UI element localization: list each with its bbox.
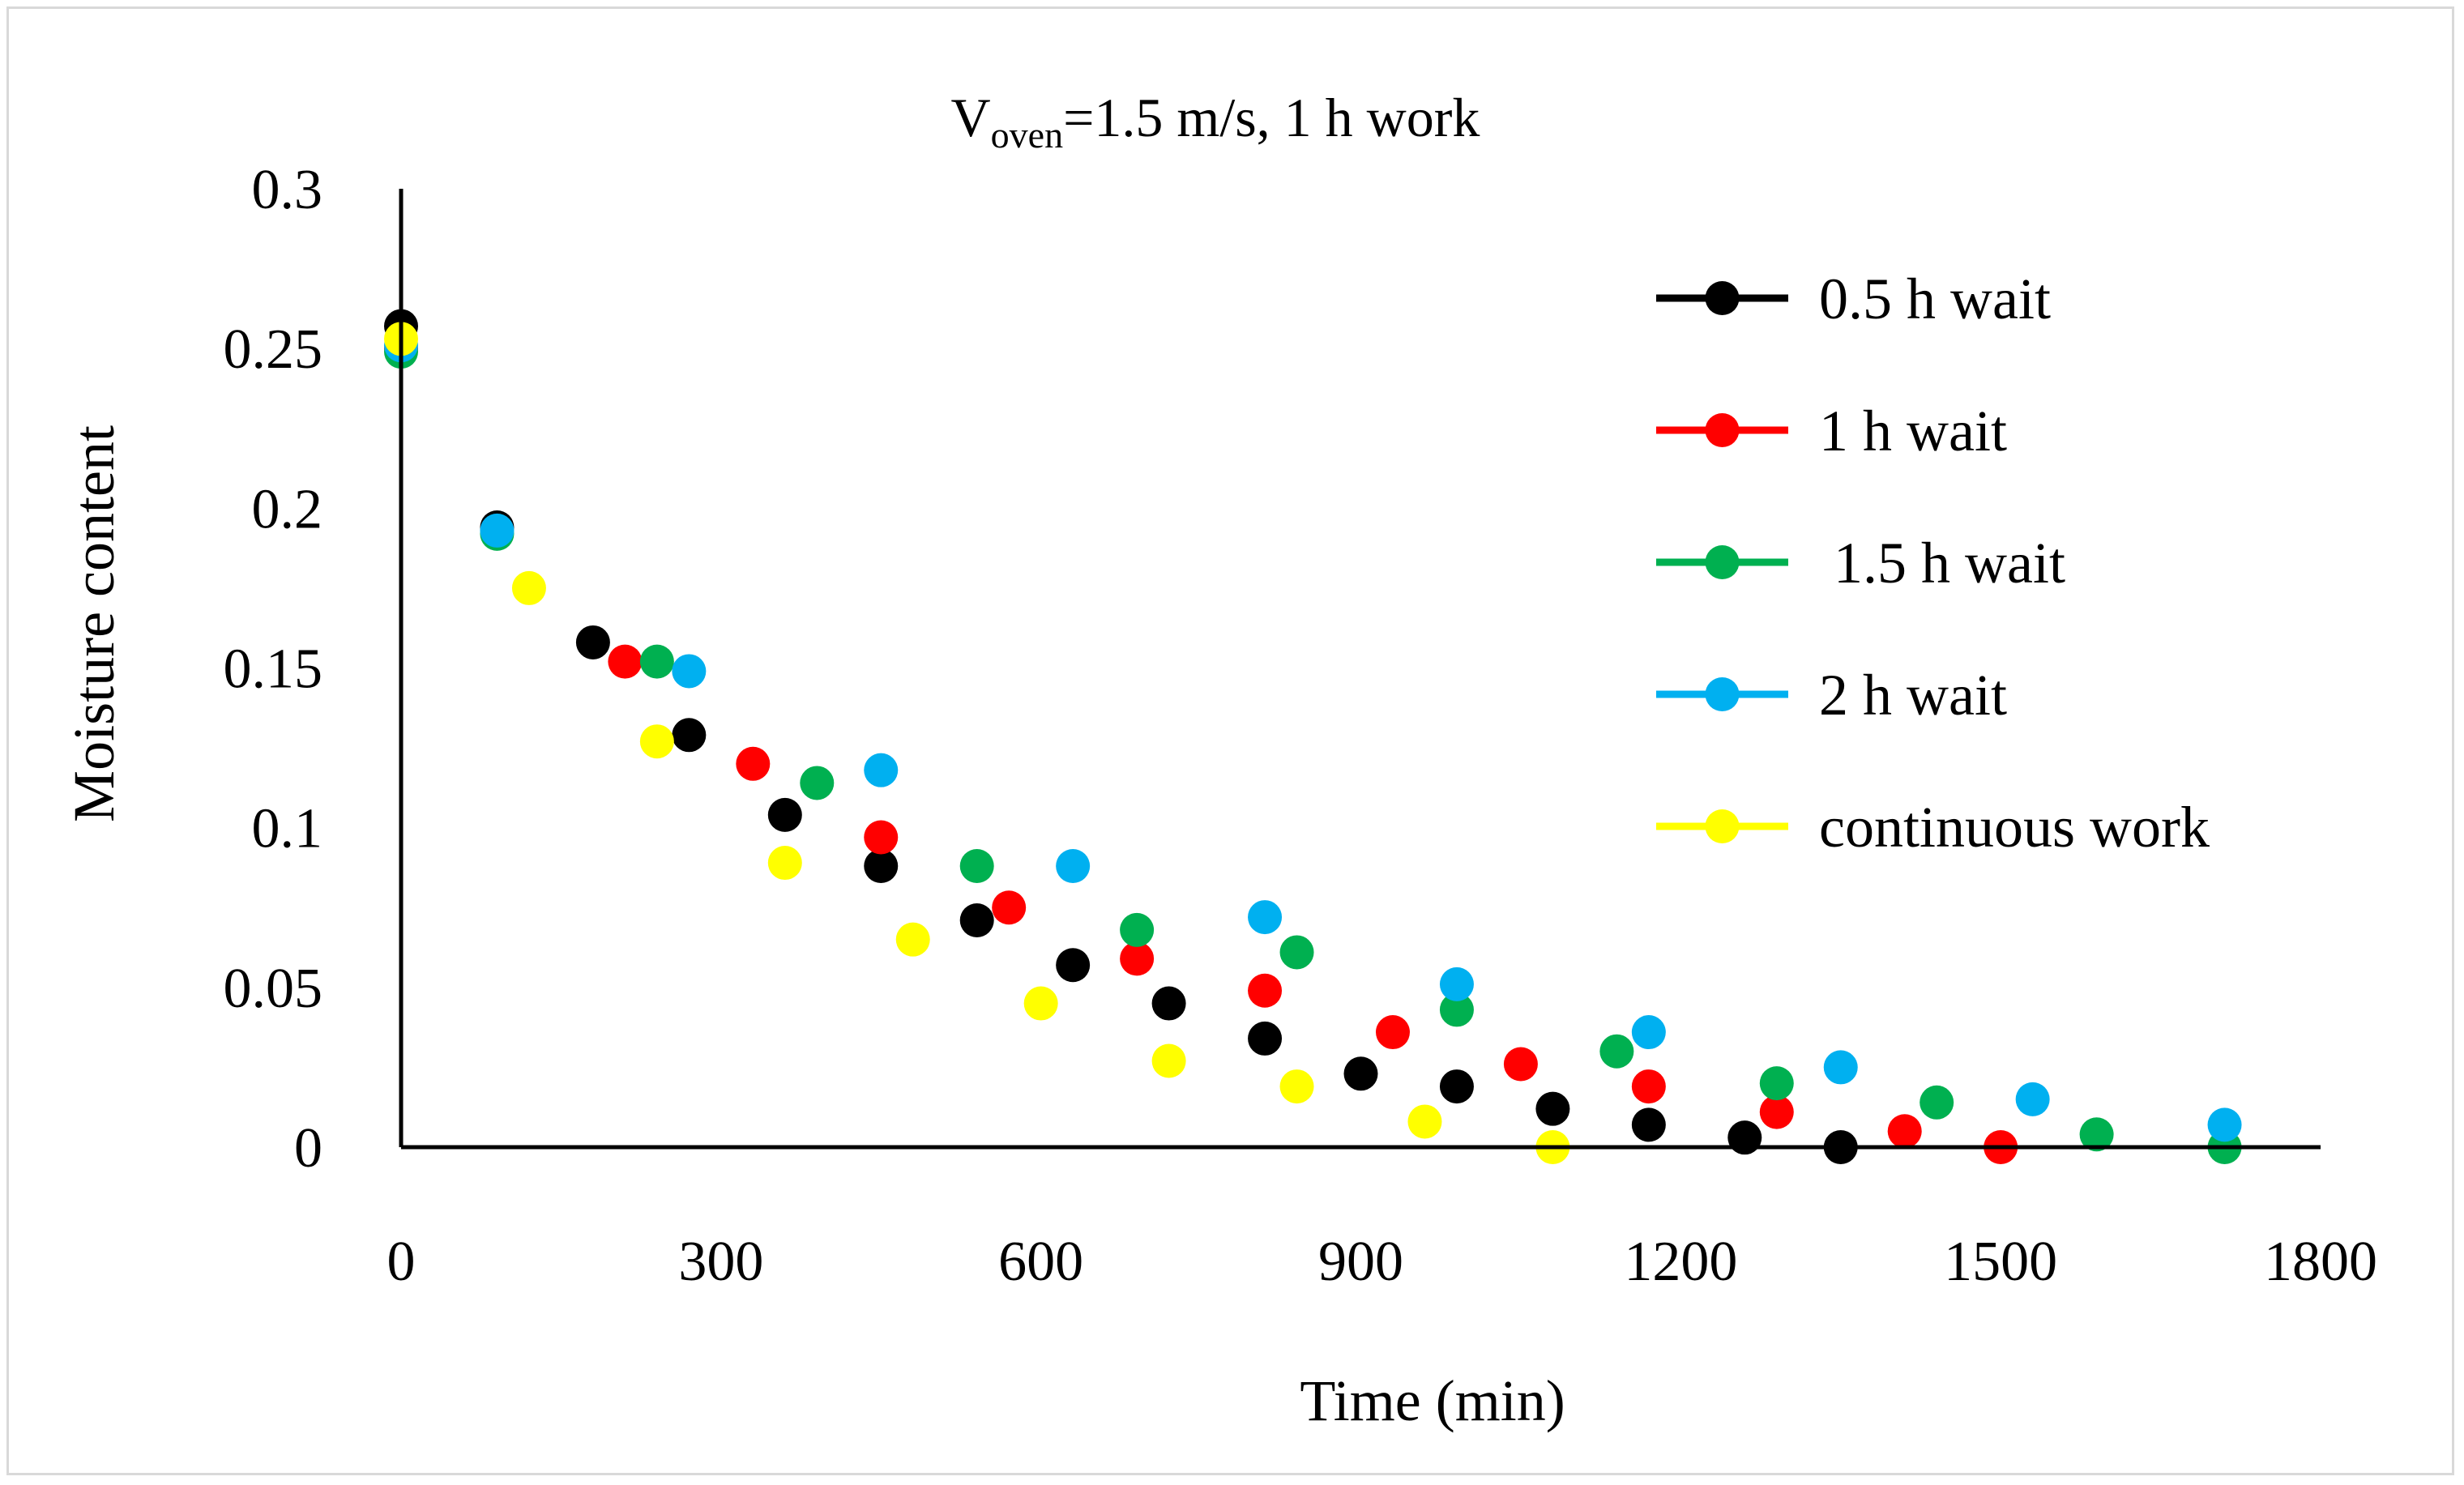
- data-point-series-4: [2015, 1082, 2050, 1116]
- data-point-series-5: [895, 922, 930, 957]
- data-point-series-3: [1120, 912, 1155, 947]
- data-point-series-3: [639, 644, 674, 679]
- data-point-series-2: [1887, 1114, 1922, 1149]
- data-point-series-5: [1279, 1069, 1314, 1104]
- data-point-series-4: [1248, 900, 1283, 935]
- y-tick-label: 0.25: [224, 318, 323, 381]
- data-point-series-1: [1727, 1120, 1762, 1155]
- legend-label: continuous work: [1819, 795, 2210, 860]
- y-axis-label: Moisture content: [62, 425, 126, 822]
- x-tick-labels: 0 300 600 900 1200 1500 1800: [387, 1231, 2378, 1293]
- data-point-series-1: [864, 848, 899, 883]
- data-point-series-2: [1375, 1015, 1410, 1050]
- data-point-series-4: [1056, 848, 1091, 883]
- data-point-series-2: [1503, 1047, 1538, 1082]
- data-point-series-1: [1248, 1021, 1283, 1056]
- x-tick-label: 300: [678, 1231, 763, 1293]
- data-point-series-3: [800, 766, 835, 800]
- title-rest: =1.5 m/s, 1 h work: [1063, 87, 1480, 148]
- x-tick-label: 600: [998, 1231, 1083, 1293]
- data-point-series-5: [511, 570, 546, 605]
- y-tick-label: 0: [294, 1117, 322, 1180]
- data-point-series-1: [672, 718, 707, 753]
- legend: 0.5 h wait 1 h wait 1.5 h wait 2 h wait con…: [1656, 267, 2210, 860]
- data-point-series-1: [767, 797, 802, 832]
- y-tick-label: 0.2: [252, 478, 323, 540]
- y-tick-labels: 0 0.05 0.1 0.15 0.2 0.25 0.3: [224, 159, 323, 1180]
- data-point-series-3: [1279, 935, 1314, 970]
- x-tick-label: 1500: [1944, 1231, 2057, 1293]
- data-point-series-2: [1120, 941, 1155, 976]
- data-point-series-4: [1439, 967, 1474, 1001]
- x-tick-label: 1800: [2264, 1231, 2377, 1293]
- data-point-series-3: [959, 848, 994, 883]
- data-point-series-2: [1248, 973, 1283, 1008]
- legend-swatch-marker: [1705, 677, 1740, 711]
- data-point-series-3: [1920, 1085, 1954, 1120]
- data-point-series-2: [1631, 1069, 1666, 1104]
- data-point-series-1: [1343, 1056, 1378, 1091]
- title-main: V: [951, 87, 991, 148]
- data-point-series-1: [1056, 948, 1091, 983]
- legend-entry: 2 h wait: [1656, 663, 2007, 728]
- data-point-series-5: [1151, 1043, 1186, 1078]
- chart-frame: [6, 6, 2454, 1475]
- title-subscript: oven: [991, 114, 1063, 156]
- x-tick-label: 900: [1318, 1231, 1403, 1293]
- legend-entry: 1.5 h wait: [1656, 531, 2065, 595]
- legend-label: 1 h wait: [1819, 399, 2007, 463]
- data-point-series-4: [480, 513, 515, 548]
- legend-label: 1.5 h wait: [1819, 531, 2065, 595]
- data-point-series-1: [959, 903, 994, 938]
- y-tick-label: 0.3: [252, 159, 323, 221]
- data-point-series-4: [1823, 1050, 1858, 1085]
- data-point-series-1: [1631, 1107, 1666, 1142]
- data-point-series-3: [1599, 1034, 1634, 1069]
- data-point-series-5: [1023, 986, 1058, 1021]
- legend-label: 2 h wait: [1819, 663, 2007, 728]
- data-point-series-2: [1759, 1095, 1794, 1129]
- y-tick-label: 0.05: [224, 958, 323, 1020]
- legend-swatch-marker: [1705, 413, 1740, 447]
- y-tick-label: 0.15: [224, 638, 323, 701]
- legend-entry: 1 h wait: [1656, 399, 2007, 463]
- data-point-series-4: [672, 654, 707, 689]
- data-point-series-3: [1439, 992, 1474, 1027]
- data-point-series-5: [1407, 1104, 1442, 1139]
- data-point-series-2: [992, 890, 1027, 925]
- data-point-series-3: [2079, 1117, 2114, 1152]
- x-tick-label: 1200: [1624, 1231, 1737, 1293]
- chart-title: Voven=1.5 m/s, 1 h work: [951, 87, 1480, 156]
- data-point-series-5: [767, 846, 802, 881]
- data-point-series-4: [1631, 1015, 1666, 1050]
- data-point-series-3: [1759, 1066, 1794, 1101]
- data-point-series-2: [608, 644, 643, 679]
- legend-swatch-marker: [1705, 281, 1740, 315]
- legend-entry: 0.5 h wait: [1656, 267, 2051, 331]
- data-point-series-2: [736, 746, 771, 781]
- data-point-series-1: [1151, 986, 1186, 1021]
- data-point-series-1: [1535, 1091, 1570, 1126]
- legend-swatch-marker: [1705, 809, 1740, 843]
- data-point-series-5: [639, 724, 674, 759]
- x-axis-label: Time (min): [1300, 1368, 1565, 1433]
- data-point-series-2: [864, 820, 899, 855]
- data-point-series-4: [864, 753, 899, 787]
- data-point-series-1: [1439, 1069, 1474, 1104]
- y-tick-label: 0.1: [252, 798, 323, 860]
- legend-label: 0.5 h wait: [1819, 267, 2051, 331]
- x-tick-label: 0: [387, 1231, 416, 1293]
- legend-entry: continuous work: [1656, 795, 2210, 860]
- data-point-series-1: [575, 625, 610, 659]
- legend-swatch-marker: [1705, 545, 1740, 579]
- data-point-series-4: [2207, 1107, 2242, 1142]
